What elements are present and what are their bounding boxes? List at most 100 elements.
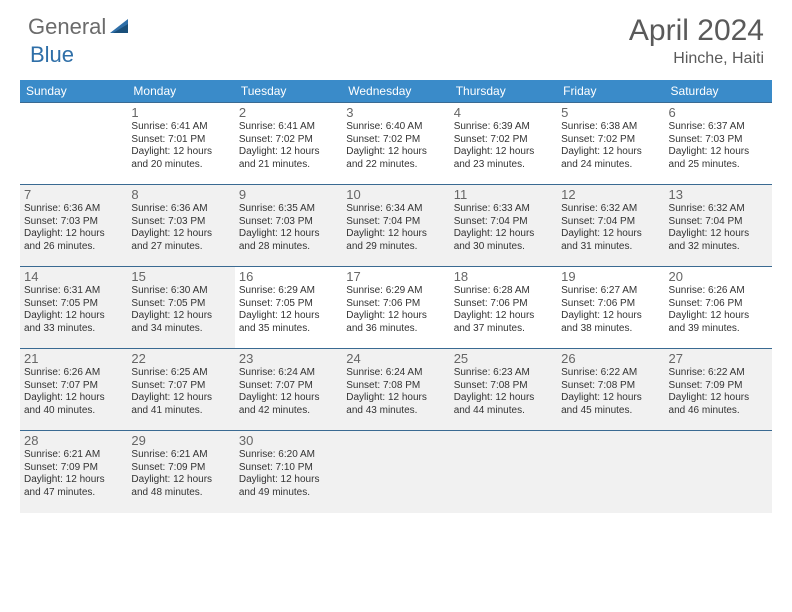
calendar-cell: 2Sunrise: 6:41 AMSunset: 7:02 PMDaylight… [235, 103, 342, 185]
day-number: 16 [239, 269, 338, 284]
day-number: 24 [346, 351, 445, 366]
day-info: Sunrise: 6:28 AMSunset: 7:06 PMDaylight:… [454, 285, 553, 335]
day-info: Sunrise: 6:37 AMSunset: 7:03 PMDaylight:… [669, 121, 768, 171]
calendar-cell: 20Sunrise: 6:26 AMSunset: 7:06 PMDayligh… [665, 267, 772, 349]
day-info: Sunrise: 6:29 AMSunset: 7:06 PMDaylight:… [346, 285, 445, 335]
calendar-cell [20, 103, 127, 185]
day-info: Sunrise: 6:36 AMSunset: 7:03 PMDaylight:… [24, 203, 123, 253]
calendar-cell: 22Sunrise: 6:25 AMSunset: 7:07 PMDayligh… [127, 349, 234, 431]
calendar-cell: 18Sunrise: 6:28 AMSunset: 7:06 PMDayligh… [450, 267, 557, 349]
day-number: 7 [24, 187, 123, 202]
day-number: 11 [454, 187, 553, 202]
calendar-row: 1Sunrise: 6:41 AMSunset: 7:01 PMDaylight… [20, 103, 772, 185]
day-info: Sunrise: 6:26 AMSunset: 7:07 PMDaylight:… [24, 367, 123, 417]
day-number: 26 [561, 351, 660, 366]
day-info: Sunrise: 6:29 AMSunset: 7:05 PMDaylight:… [239, 285, 338, 335]
day-number: 18 [454, 269, 553, 284]
day-info: Sunrise: 6:21 AMSunset: 7:09 PMDaylight:… [24, 449, 123, 499]
logo-sail-icon [110, 16, 132, 39]
calendar-table: SundayMondayTuesdayWednesdayThursdayFrid… [20, 80, 772, 513]
calendar-cell: 11Sunrise: 6:33 AMSunset: 7:04 PMDayligh… [450, 185, 557, 267]
day-info: Sunrise: 6:27 AMSunset: 7:06 PMDaylight:… [561, 285, 660, 335]
day-number: 25 [454, 351, 553, 366]
day-info: Sunrise: 6:41 AMSunset: 7:01 PMDaylight:… [131, 121, 230, 171]
day-info: Sunrise: 6:24 AMSunset: 7:08 PMDaylight:… [346, 367, 445, 417]
calendar-cell: 25Sunrise: 6:23 AMSunset: 7:08 PMDayligh… [450, 349, 557, 431]
calendar-cell: 28Sunrise: 6:21 AMSunset: 7:09 PMDayligh… [20, 431, 127, 513]
calendar-cell [665, 431, 772, 513]
day-info: Sunrise: 6:24 AMSunset: 7:07 PMDaylight:… [239, 367, 338, 417]
day-number: 17 [346, 269, 445, 284]
calendar-cell: 10Sunrise: 6:34 AMSunset: 7:04 PMDayligh… [342, 185, 449, 267]
calendar-cell: 16Sunrise: 6:29 AMSunset: 7:05 PMDayligh… [235, 267, 342, 349]
weekday-header: Tuesday [235, 80, 342, 103]
calendar-cell: 19Sunrise: 6:27 AMSunset: 7:06 PMDayligh… [557, 267, 664, 349]
weekday-header: Thursday [450, 80, 557, 103]
day-number: 21 [24, 351, 123, 366]
day-number: 6 [669, 105, 768, 120]
day-number: 8 [131, 187, 230, 202]
day-number: 19 [561, 269, 660, 284]
calendar-cell [557, 431, 664, 513]
calendar-cell: 24Sunrise: 6:24 AMSunset: 7:08 PMDayligh… [342, 349, 449, 431]
calendar-cell: 9Sunrise: 6:35 AMSunset: 7:03 PMDaylight… [235, 185, 342, 267]
calendar-cell: 5Sunrise: 6:38 AMSunset: 7:02 PMDaylight… [557, 103, 664, 185]
calendar-cell: 15Sunrise: 6:30 AMSunset: 7:05 PMDayligh… [127, 267, 234, 349]
day-info: Sunrise: 6:35 AMSunset: 7:03 PMDaylight:… [239, 203, 338, 253]
calendar-row: 21Sunrise: 6:26 AMSunset: 7:07 PMDayligh… [20, 349, 772, 431]
day-number: 15 [131, 269, 230, 284]
day-info: Sunrise: 6:34 AMSunset: 7:04 PMDaylight:… [346, 203, 445, 253]
weekday-header: Saturday [665, 80, 772, 103]
day-number: 28 [24, 433, 123, 448]
calendar-cell: 26Sunrise: 6:22 AMSunset: 7:08 PMDayligh… [557, 349, 664, 431]
title-block: April 2024 Hinche, Haiti [629, 14, 764, 68]
day-number: 30 [239, 433, 338, 448]
calendar-row: 28Sunrise: 6:21 AMSunset: 7:09 PMDayligh… [20, 431, 772, 513]
day-number: 22 [131, 351, 230, 366]
calendar-cell: 23Sunrise: 6:24 AMSunset: 7:07 PMDayligh… [235, 349, 342, 431]
header: General April 2024 Hinche, Haiti [0, 0, 792, 74]
calendar-cell [450, 431, 557, 513]
calendar-cell: 7Sunrise: 6:36 AMSunset: 7:03 PMDaylight… [20, 185, 127, 267]
day-info: Sunrise: 6:31 AMSunset: 7:05 PMDaylight:… [24, 285, 123, 335]
day-number: 12 [561, 187, 660, 202]
day-info: Sunrise: 6:20 AMSunset: 7:10 PMDaylight:… [239, 449, 338, 499]
day-info: Sunrise: 6:32 AMSunset: 7:04 PMDaylight:… [669, 203, 768, 253]
day-number: 10 [346, 187, 445, 202]
weekday-header: Sunday [20, 80, 127, 103]
day-number: 13 [669, 187, 768, 202]
day-info: Sunrise: 6:23 AMSunset: 7:08 PMDaylight:… [454, 367, 553, 417]
day-number: 4 [454, 105, 553, 120]
day-number: 27 [669, 351, 768, 366]
calendar-cell: 27Sunrise: 6:22 AMSunset: 7:09 PMDayligh… [665, 349, 772, 431]
day-info: Sunrise: 6:22 AMSunset: 7:09 PMDaylight:… [669, 367, 768, 417]
calendar-body: 1Sunrise: 6:41 AMSunset: 7:01 PMDaylight… [20, 103, 772, 513]
day-info: Sunrise: 6:36 AMSunset: 7:03 PMDaylight:… [131, 203, 230, 253]
calendar-cell: 13Sunrise: 6:32 AMSunset: 7:04 PMDayligh… [665, 185, 772, 267]
day-number: 5 [561, 105, 660, 120]
calendar-cell [342, 431, 449, 513]
day-number: 20 [669, 269, 768, 284]
day-number: 23 [239, 351, 338, 366]
logo-blue-row: Blue [30, 42, 74, 68]
day-info: Sunrise: 6:30 AMSunset: 7:05 PMDaylight:… [131, 285, 230, 335]
day-info: Sunrise: 6:33 AMSunset: 7:04 PMDaylight:… [454, 203, 553, 253]
month-title: April 2024 [629, 14, 764, 48]
logo-text-blue: Blue [30, 42, 74, 67]
day-number: 2 [239, 105, 338, 120]
calendar-cell: 1Sunrise: 6:41 AMSunset: 7:01 PMDaylight… [127, 103, 234, 185]
weekday-header: Wednesday [342, 80, 449, 103]
calendar-cell: 8Sunrise: 6:36 AMSunset: 7:03 PMDaylight… [127, 185, 234, 267]
calendar-cell: 3Sunrise: 6:40 AMSunset: 7:02 PMDaylight… [342, 103, 449, 185]
calendar-cell: 21Sunrise: 6:26 AMSunset: 7:07 PMDayligh… [20, 349, 127, 431]
day-info: Sunrise: 6:26 AMSunset: 7:06 PMDaylight:… [669, 285, 768, 335]
day-info: Sunrise: 6:39 AMSunset: 7:02 PMDaylight:… [454, 121, 553, 171]
day-info: Sunrise: 6:22 AMSunset: 7:08 PMDaylight:… [561, 367, 660, 417]
day-info: Sunrise: 6:25 AMSunset: 7:07 PMDaylight:… [131, 367, 230, 417]
day-number: 29 [131, 433, 230, 448]
calendar-cell: 29Sunrise: 6:21 AMSunset: 7:09 PMDayligh… [127, 431, 234, 513]
calendar-cell: 30Sunrise: 6:20 AMSunset: 7:10 PMDayligh… [235, 431, 342, 513]
calendar-cell: 6Sunrise: 6:37 AMSunset: 7:03 PMDaylight… [665, 103, 772, 185]
calendar-cell: 17Sunrise: 6:29 AMSunset: 7:06 PMDayligh… [342, 267, 449, 349]
day-number: 1 [131, 105, 230, 120]
